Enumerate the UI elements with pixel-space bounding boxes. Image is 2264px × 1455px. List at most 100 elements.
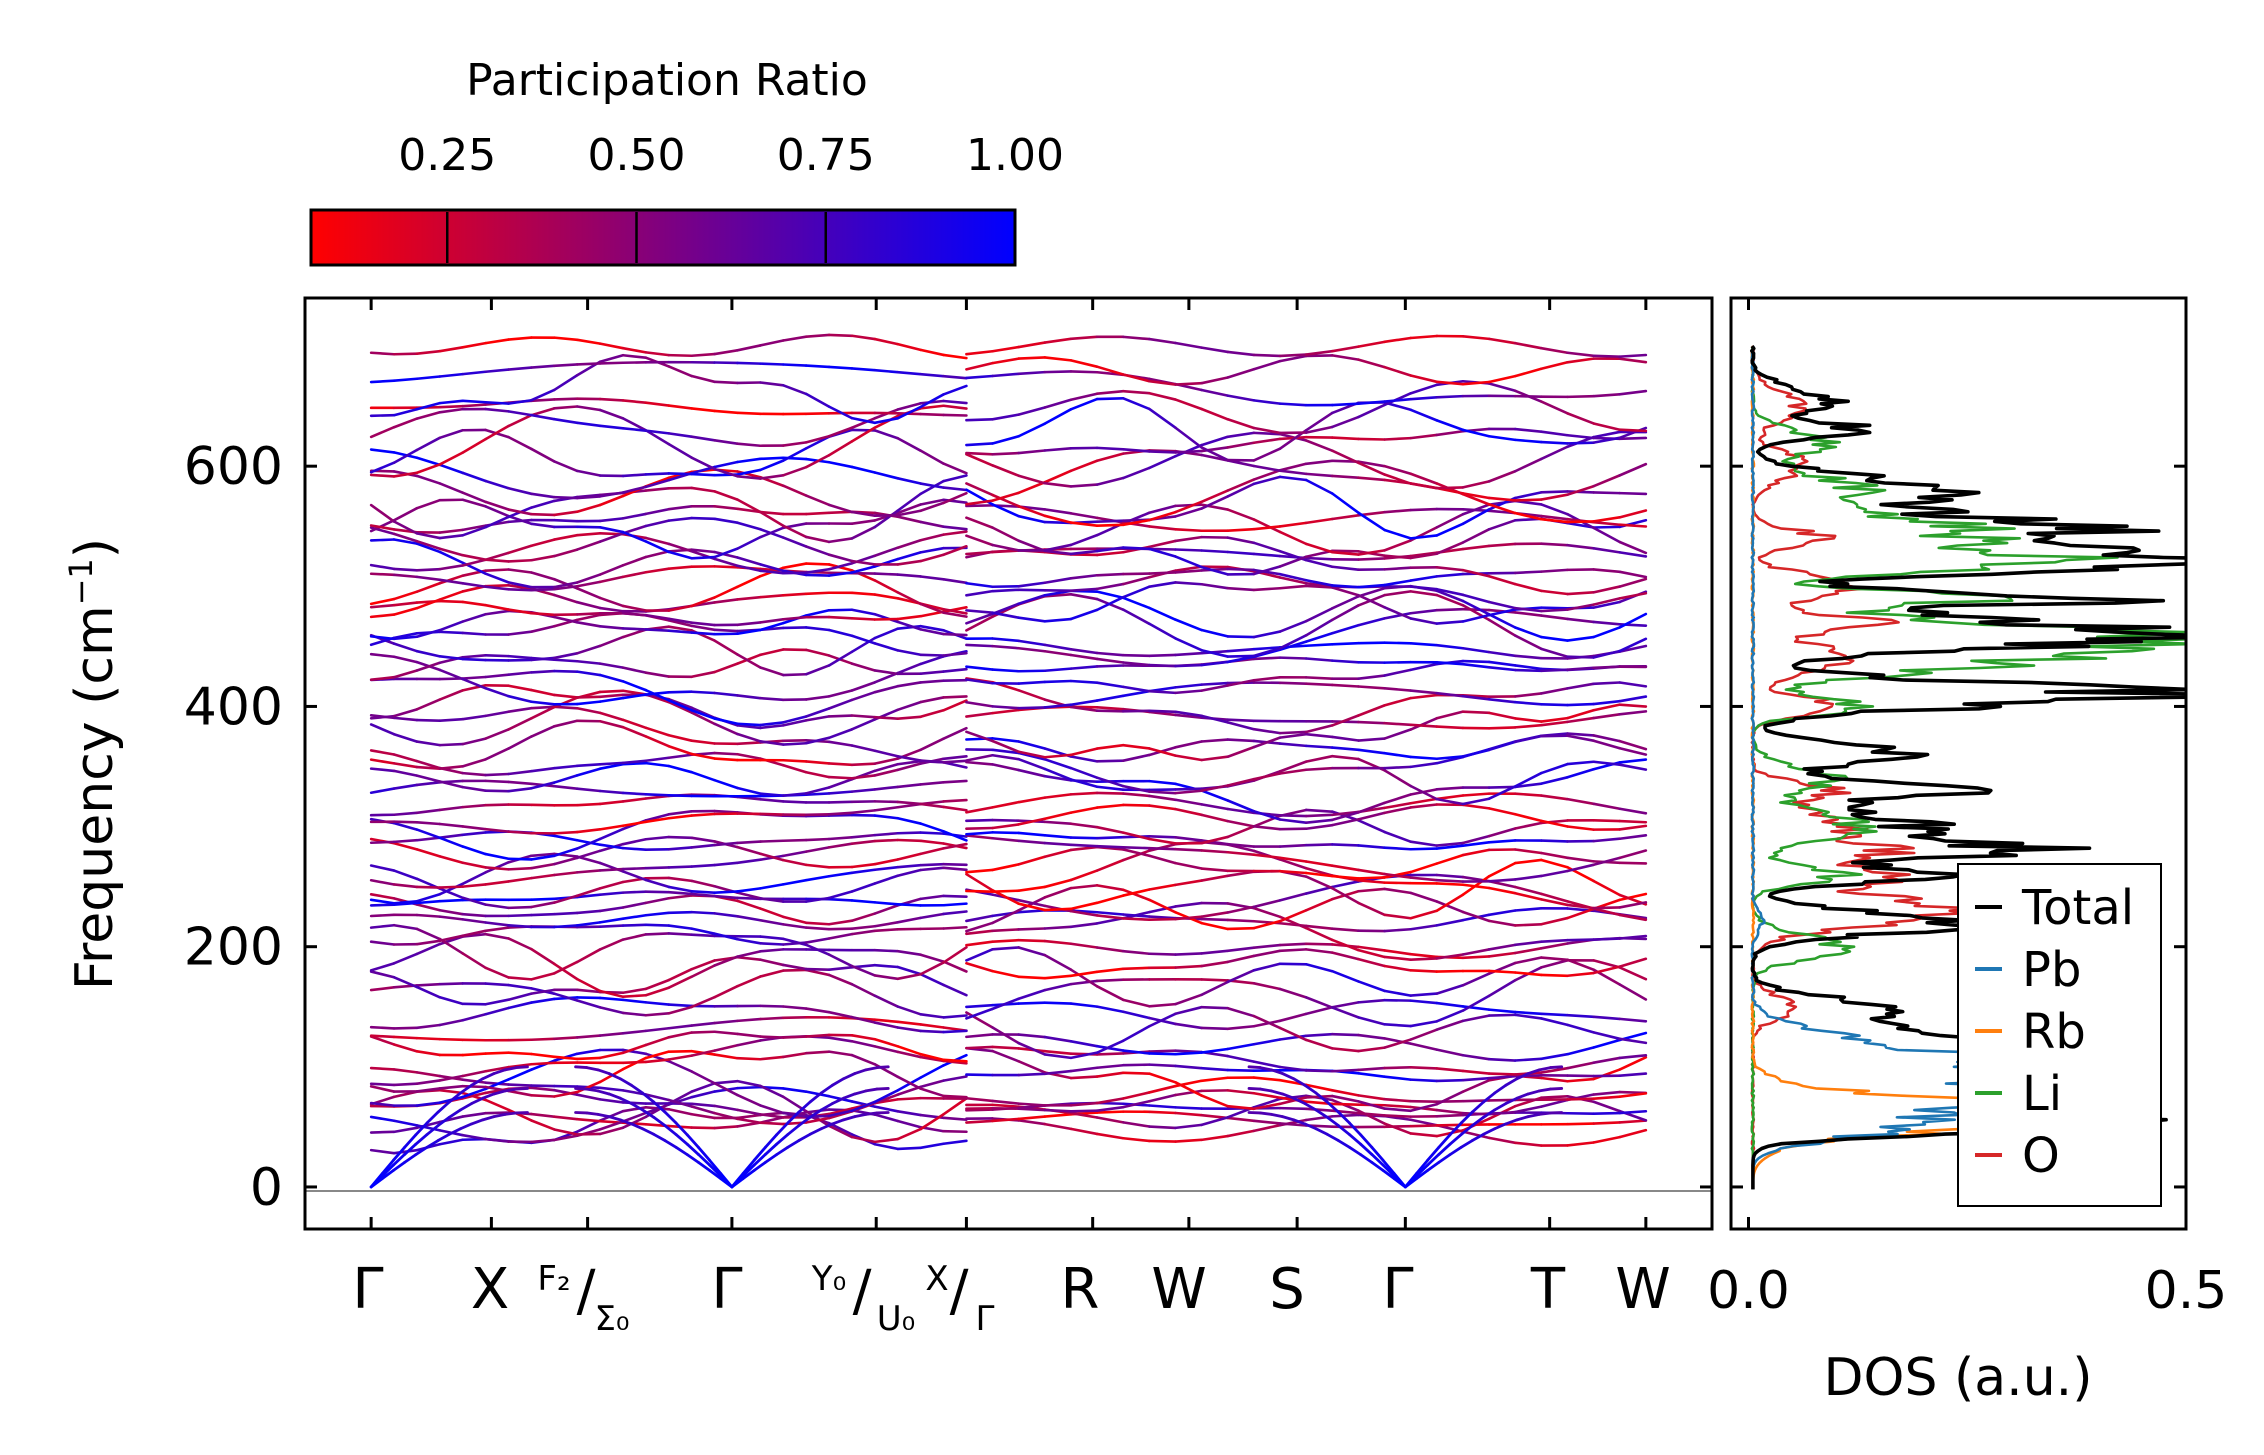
band-line (598, 800, 625, 806)
band-line (1409, 433, 1439, 440)
band-line (507, 568, 533, 574)
band-line (507, 398, 533, 405)
band-line (1566, 716, 1595, 724)
band-line (1304, 871, 1334, 878)
band-line (991, 739, 1020, 754)
band-line (1095, 446, 1125, 451)
band-line (1278, 1026, 1308, 1042)
band-line (369, 518, 396, 533)
band-line (1148, 709, 1177, 714)
band-line (621, 846, 648, 851)
band-line (1121, 448, 1151, 453)
acoustic-branch (708, 1163, 723, 1178)
band-line (991, 800, 1020, 809)
band-line (1618, 901, 1648, 909)
band-line (461, 1052, 487, 1057)
band-line (1618, 591, 1648, 600)
band-line (1148, 854, 1177, 865)
band-line (1017, 1001, 1047, 1005)
band-line (1330, 604, 1360, 622)
band-line (1095, 844, 1125, 849)
band-line (644, 735, 671, 748)
band-line (1174, 548, 1203, 552)
band-line (919, 1055, 945, 1063)
acoustic-branch (436, 1100, 451, 1114)
band-line (713, 639, 739, 656)
band-line (621, 993, 648, 999)
band-line (1487, 878, 1517, 883)
band-line (1095, 519, 1125, 524)
band-line (1148, 689, 1177, 695)
band-line (1618, 1072, 1648, 1077)
band-line (965, 753, 994, 762)
band-line (1487, 785, 1517, 789)
band-line (942, 805, 968, 812)
band-line (530, 988, 556, 995)
band-line (1435, 620, 1465, 625)
band-line (736, 950, 762, 958)
band-line (1383, 611, 1412, 620)
band-line (919, 912, 945, 920)
band-line (484, 424, 510, 441)
band-line (991, 1099, 1020, 1105)
band-line (1383, 436, 1412, 441)
band-line (369, 448, 396, 454)
y-axis-label-sup: −1 (62, 558, 100, 605)
band-line (644, 519, 671, 528)
band-line (759, 852, 785, 862)
band-line (1513, 1010, 1543, 1016)
band-line (1357, 945, 1386, 952)
band-line (1592, 568, 1622, 574)
band-line (438, 407, 465, 414)
band-line (919, 708, 945, 719)
band-line (1252, 1091, 1282, 1100)
band-line (1357, 685, 1386, 690)
band-line (461, 803, 487, 809)
band-line (1069, 766, 1099, 779)
band-line (575, 977, 602, 993)
band-line (1540, 956, 1569, 962)
band-line (827, 966, 854, 971)
band-line (1435, 1090, 1465, 1106)
band-line (736, 786, 762, 795)
band-line (850, 1053, 877, 1066)
band-line (690, 1082, 716, 1093)
band-line (850, 591, 877, 596)
band-line (759, 721, 785, 727)
band-line (1252, 426, 1282, 435)
band-line (1121, 466, 1151, 480)
acoustic-branch (514, 1087, 529, 1091)
band-line (507, 1051, 533, 1056)
band-line (461, 370, 487, 376)
band-line (392, 923, 419, 931)
band-line (1278, 858, 1308, 870)
band-line (1435, 786, 1465, 791)
band-line (507, 1068, 533, 1081)
band-line (438, 915, 465, 921)
band-line (759, 526, 785, 539)
band-line (759, 1016, 785, 1021)
band-line (507, 630, 533, 636)
band-line (919, 866, 945, 872)
label-t: T (1530, 1257, 1566, 1322)
band-line (1540, 493, 1569, 501)
band-line (713, 467, 739, 478)
band-line (736, 556, 762, 566)
band-line (1435, 841, 1465, 847)
band-line (461, 675, 487, 680)
band-line (1357, 704, 1386, 717)
colorbar-tick-label: 0.25 (398, 130, 496, 181)
band-line (1330, 927, 1360, 933)
band-line (1017, 975, 1047, 980)
band-line (1435, 1078, 1465, 1083)
band-line (598, 789, 625, 795)
acoustic-branch (514, 1065, 529, 1069)
band-line (1383, 566, 1412, 571)
band-line (484, 998, 510, 1006)
band-line (759, 569, 785, 575)
band-line (942, 798, 968, 803)
band-line (1226, 1006, 1256, 1018)
band-line (1566, 825, 1595, 831)
band-line (1095, 550, 1125, 557)
band-line (736, 507, 762, 514)
